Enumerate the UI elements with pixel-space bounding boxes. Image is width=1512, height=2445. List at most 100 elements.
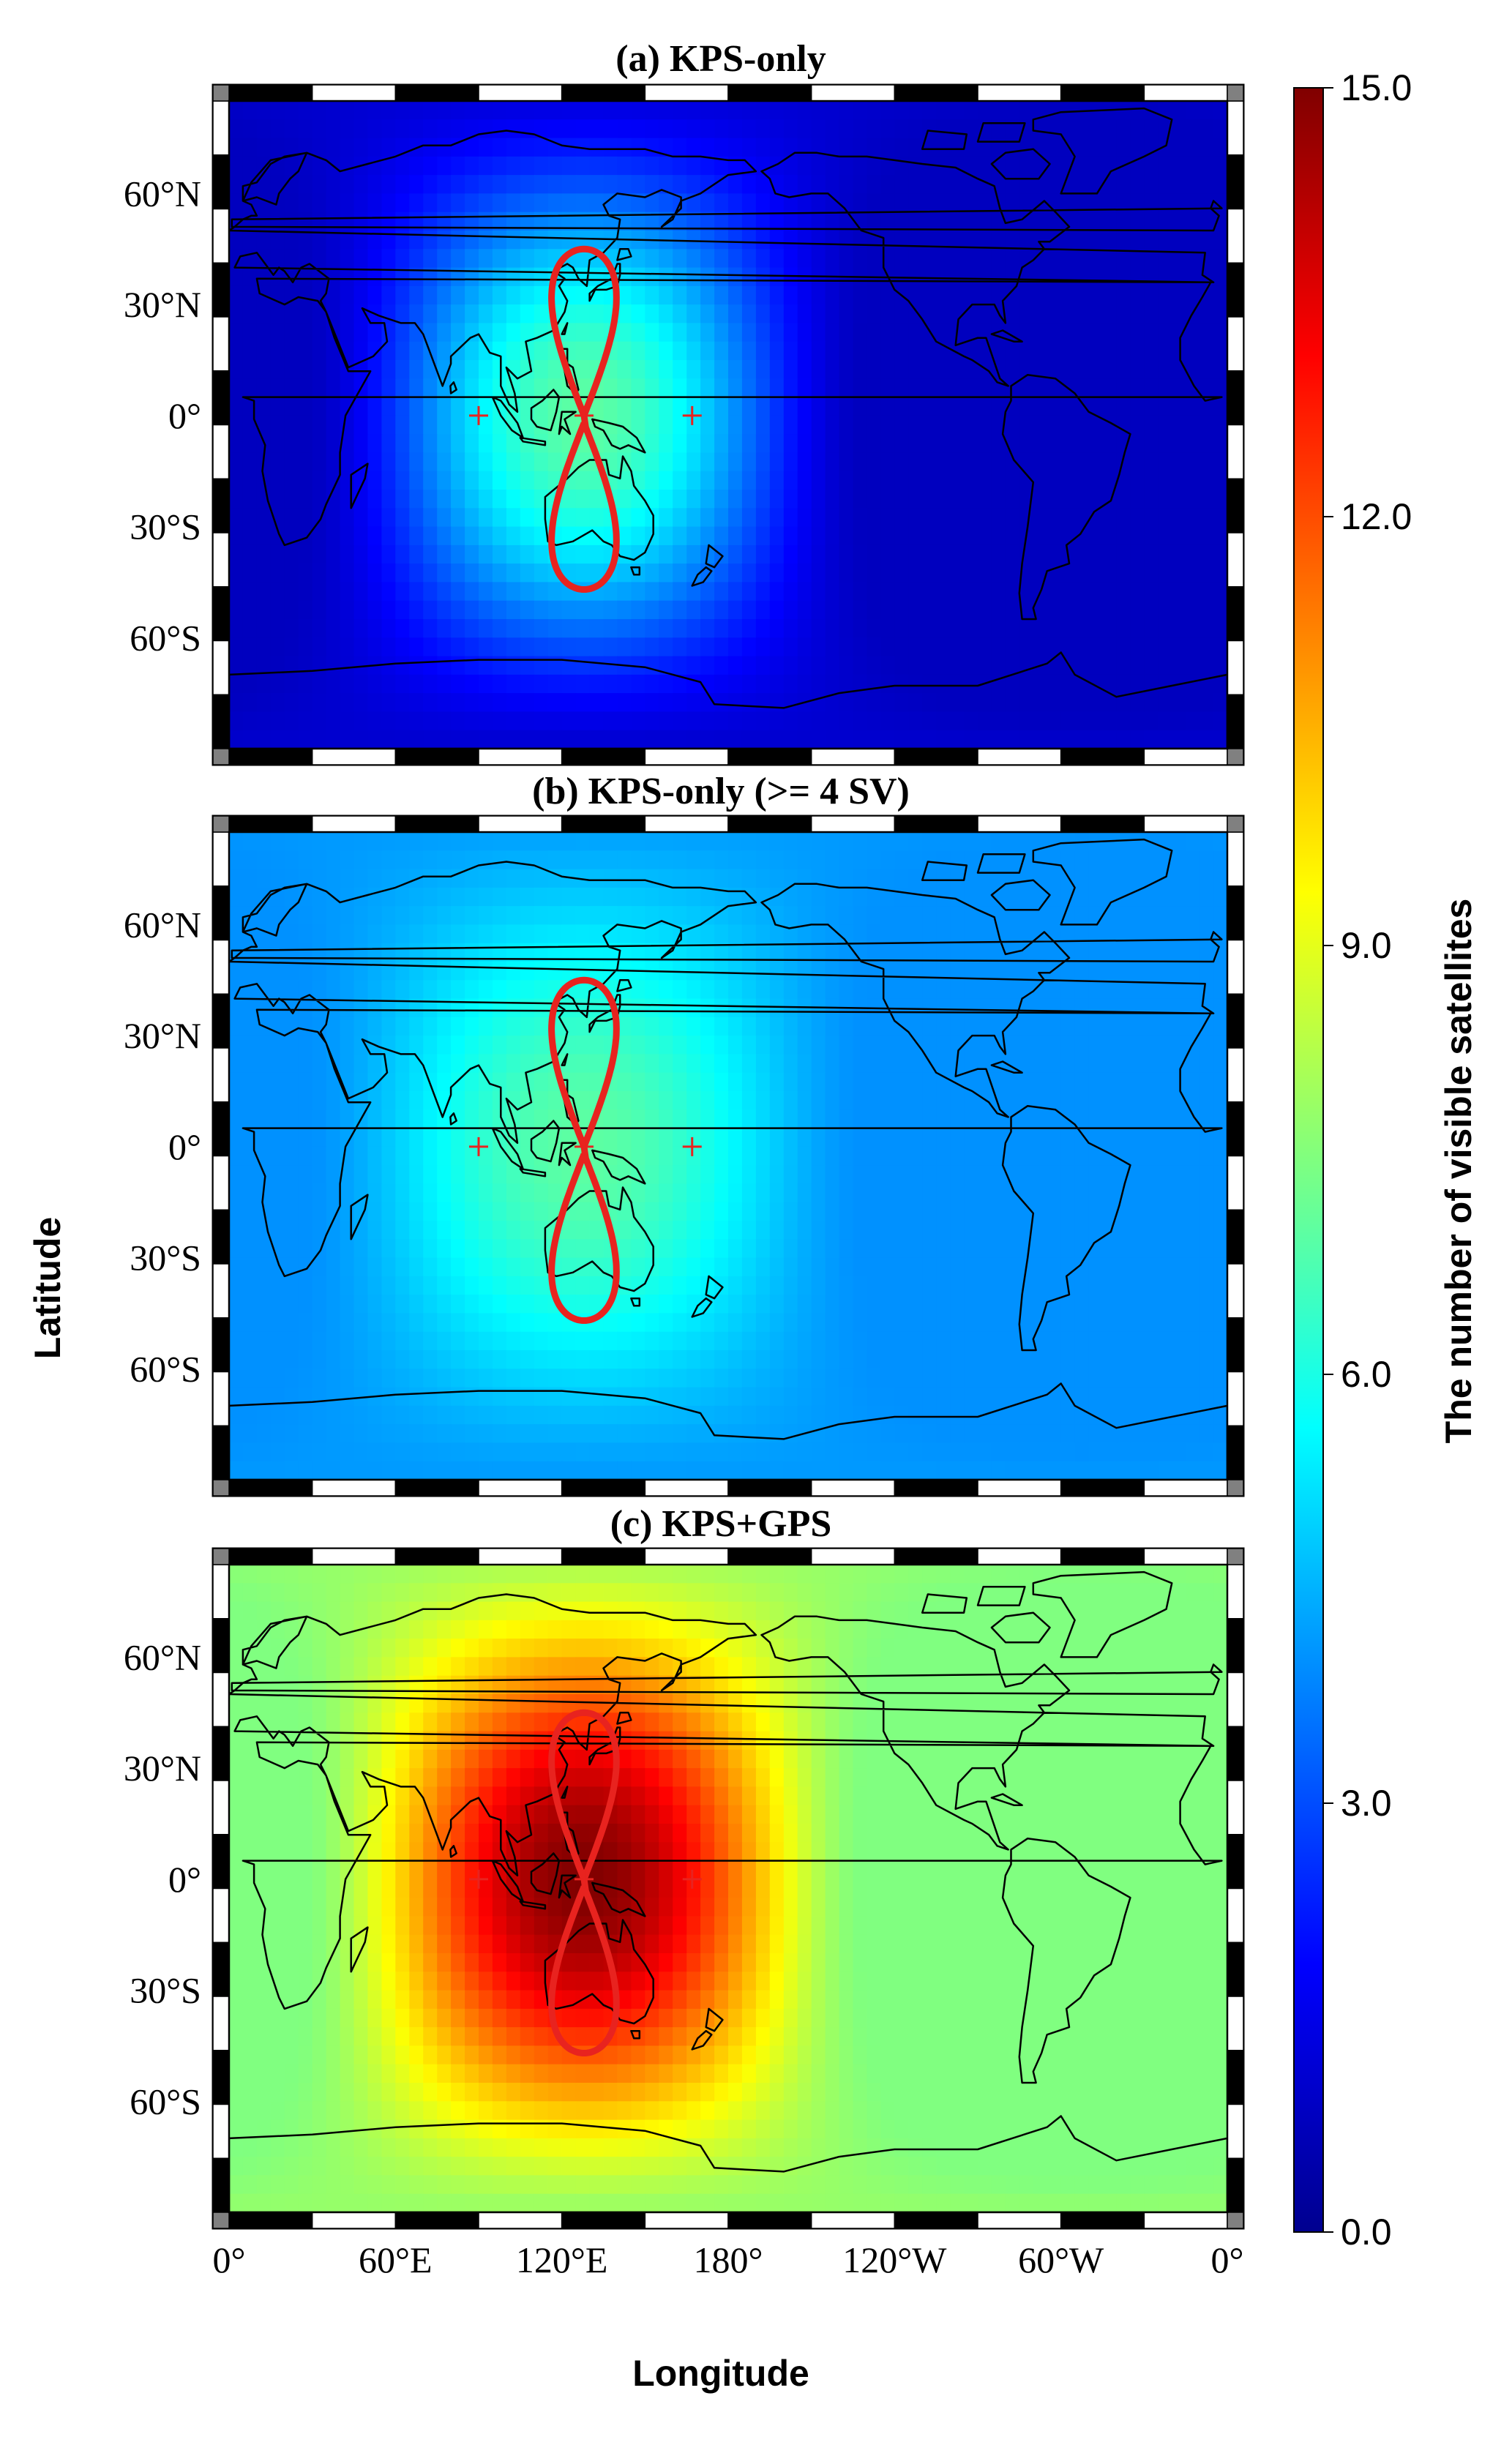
heat-cell bbox=[340, 304, 355, 324]
heat-cell bbox=[326, 693, 341, 713]
heat-cell bbox=[479, 1202, 493, 1221]
heat-cell bbox=[506, 341, 521, 361]
heat-cell bbox=[741, 869, 757, 888]
heat-cell bbox=[673, 1221, 687, 1240]
heat-cell bbox=[1074, 490, 1090, 509]
heat-cell bbox=[409, 924, 424, 944]
heat-cell bbox=[1033, 1016, 1048, 1036]
heat-cell bbox=[936, 850, 951, 870]
heat-cell bbox=[659, 832, 673, 852]
heat-cell bbox=[381, 1128, 397, 1147]
heat-cell bbox=[229, 980, 244, 1000]
heat-cell bbox=[728, 656, 743, 675]
heat-cell bbox=[700, 267, 715, 287]
heat-cell bbox=[769, 285, 785, 305]
heat-cell bbox=[547, 1387, 563, 1407]
heat-cell bbox=[811, 490, 826, 509]
heat-cell bbox=[1005, 360, 1020, 380]
heat-cell bbox=[395, 508, 410, 528]
heat-cell bbox=[741, 1331, 757, 1351]
heat-cell bbox=[1213, 1036, 1228, 1055]
heat-cell bbox=[741, 544, 757, 564]
heat-cell bbox=[1144, 711, 1159, 731]
heat-cell bbox=[465, 711, 479, 731]
heat-cell bbox=[575, 378, 591, 398]
heat-cell bbox=[673, 1331, 687, 1351]
heat-cell bbox=[964, 1109, 978, 1129]
heat-cell bbox=[1060, 285, 1076, 305]
heat-cell bbox=[451, 415, 465, 435]
heat-cell bbox=[700, 1165, 715, 1185]
heat-cell bbox=[437, 526, 452, 546]
heat-cell bbox=[853, 1276, 868, 1295]
heat-cell bbox=[1186, 249, 1200, 269]
heat-cell bbox=[1005, 1313, 1020, 1333]
heat-cell bbox=[465, 637, 479, 657]
heat-cell bbox=[506, 1016, 521, 1036]
heat-cell bbox=[811, 1072, 826, 1092]
heat-cell bbox=[991, 471, 1006, 490]
heat-cell bbox=[825, 1368, 840, 1388]
heat-cell bbox=[811, 1165, 826, 1185]
heat-cell bbox=[659, 1239, 673, 1259]
heat-cell bbox=[853, 415, 868, 435]
heat-cell bbox=[1033, 730, 1048, 749]
heat-cell bbox=[256, 1405, 272, 1425]
heat-cell bbox=[811, 1239, 826, 1259]
heat-cell bbox=[242, 832, 258, 852]
heat-cell bbox=[603, 924, 618, 944]
heat-cell bbox=[1213, 471, 1228, 490]
heat-cell bbox=[755, 341, 771, 361]
heat-cell bbox=[1144, 1183, 1159, 1203]
heat-cell bbox=[326, 1016, 341, 1036]
heat-cell bbox=[811, 323, 826, 342]
heat-cell bbox=[409, 906, 424, 926]
heat-cell bbox=[1172, 101, 1186, 121]
heat-cell bbox=[894, 1424, 909, 1444]
heat-cell bbox=[1074, 1331, 1090, 1351]
heat-cell bbox=[1130, 943, 1145, 962]
heat-cell bbox=[381, 1257, 397, 1277]
heat-cell bbox=[395, 1202, 410, 1221]
heat-cell bbox=[1158, 378, 1172, 398]
heat-cell bbox=[298, 674, 313, 694]
heat-cell bbox=[936, 1054, 951, 1074]
heat-cell bbox=[312, 1313, 327, 1333]
heat-cell bbox=[908, 1239, 923, 1259]
heat-cell bbox=[936, 656, 951, 675]
heat-cell bbox=[423, 1091, 438, 1111]
heat-cell bbox=[991, 869, 1006, 888]
heat-cell bbox=[492, 1036, 507, 1055]
heat-cell bbox=[1130, 1016, 1145, 1036]
heat-cell bbox=[1060, 508, 1076, 528]
heat-cell bbox=[270, 341, 285, 361]
heat-cell bbox=[783, 490, 798, 509]
heat-cell bbox=[479, 1387, 493, 1407]
heat-cell bbox=[1158, 637, 1172, 657]
heat-cell bbox=[479, 1257, 493, 1277]
heat-cell bbox=[256, 1054, 272, 1074]
heat-cell bbox=[825, 869, 840, 888]
heat-cell bbox=[1005, 1072, 1020, 1092]
heat-cell bbox=[1130, 1331, 1145, 1351]
heat-cell bbox=[1019, 1313, 1034, 1333]
heat-cell bbox=[451, 526, 465, 546]
heat-cell bbox=[1074, 360, 1090, 380]
heat-cell bbox=[991, 544, 1006, 564]
heat-cell bbox=[1172, 924, 1186, 944]
heat-cell bbox=[367, 693, 383, 713]
heat-cell bbox=[409, 1387, 424, 1407]
heat-cell bbox=[880, 1183, 896, 1203]
heat-cell bbox=[479, 1239, 493, 1259]
heat-cell bbox=[1130, 832, 1145, 852]
heat-cell bbox=[284, 1036, 299, 1055]
heat-cell bbox=[769, 101, 785, 121]
heat-cell bbox=[506, 563, 521, 583]
heat-cell bbox=[783, 1016, 798, 1036]
heat-cell bbox=[1130, 285, 1145, 305]
heat-cell bbox=[991, 1387, 1006, 1407]
heat-cell bbox=[1186, 832, 1200, 852]
heat-cell bbox=[451, 674, 465, 694]
heat-cell bbox=[437, 832, 452, 852]
heat-cell bbox=[451, 1295, 465, 1314]
